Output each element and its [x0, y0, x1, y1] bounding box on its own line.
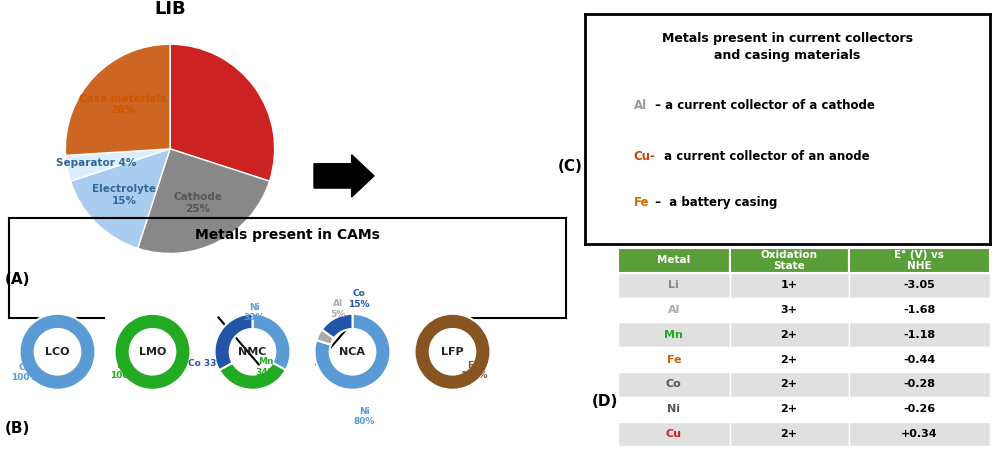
Bar: [730, 322, 849, 347]
Text: 2+: 2+: [781, 330, 798, 340]
Text: Oxidation
State: Oxidation State: [761, 250, 818, 271]
Text: LMO: LMO: [139, 347, 166, 357]
Wedge shape: [114, 314, 190, 390]
Bar: [618, 422, 730, 446]
Text: E° (V) vs
NHE: E° (V) vs NHE: [894, 249, 944, 272]
Text: Fe: Fe: [634, 196, 649, 209]
Bar: [849, 322, 990, 347]
Bar: [849, 372, 990, 397]
Text: Al: Al: [634, 99, 647, 112]
Text: NCA: NCA: [340, 347, 366, 357]
Text: NMC: NMC: [238, 347, 267, 357]
Bar: [730, 422, 849, 446]
Text: Co
15%: Co 15%: [348, 290, 370, 309]
Text: –  a battery casing: – a battery casing: [651, 196, 778, 209]
Text: (A): (A): [5, 272, 30, 287]
Text: Metal: Metal: [657, 255, 690, 266]
Wedge shape: [322, 314, 353, 338]
Text: Cathode
25%: Cathode 25%: [173, 192, 222, 214]
Text: LCO: LCO: [45, 347, 70, 357]
Text: Electrolyte
15%: Electrolyte 15%: [92, 184, 156, 206]
Wedge shape: [415, 314, 490, 390]
Wedge shape: [66, 149, 170, 181]
Text: 2+: 2+: [781, 404, 798, 414]
Wedge shape: [170, 44, 275, 181]
Bar: [730, 298, 849, 322]
Text: Al: Al: [668, 305, 680, 315]
Text: Anode
30%: Anode 30%: [204, 100, 241, 121]
Text: 3+: 3+: [781, 305, 798, 315]
Text: -0.26: -0.26: [903, 404, 935, 414]
Text: Li: Li: [668, 280, 679, 290]
Text: -1.68: -1.68: [903, 305, 935, 315]
Text: -3.05: -3.05: [903, 280, 935, 290]
Text: Metals present in CAMs: Metals present in CAMs: [195, 228, 380, 243]
Text: Separator 4%: Separator 4%: [56, 158, 136, 168]
Wedge shape: [316, 329, 334, 345]
Bar: [730, 347, 849, 372]
Bar: [730, 248, 849, 273]
Bar: [618, 298, 730, 322]
Bar: [849, 273, 990, 298]
Text: 2+: 2+: [781, 354, 798, 365]
Text: Metals present in current collectors
and casing materials: Metals present in current collectors and…: [662, 32, 913, 62]
Text: 2+: 2+: [781, 379, 798, 390]
Text: Co 33%: Co 33%: [188, 359, 225, 368]
Text: +0.34: +0.34: [901, 429, 938, 439]
Text: Mn: Mn: [664, 330, 683, 340]
Text: LFP: LFP: [441, 347, 464, 357]
Text: Fe: Fe: [667, 354, 681, 365]
Bar: [618, 397, 730, 422]
Text: Ni
80%: Ni 80%: [354, 407, 375, 426]
Wedge shape: [138, 149, 270, 253]
Text: Al
5%: Al 5%: [330, 299, 345, 319]
Bar: [618, 273, 730, 298]
Bar: [730, 273, 849, 298]
Bar: [618, 372, 730, 397]
Bar: [618, 322, 730, 347]
Wedge shape: [219, 363, 286, 390]
Wedge shape: [20, 314, 96, 390]
Bar: [730, 397, 849, 422]
Title: LIB: LIB: [154, 0, 186, 18]
Text: (C): (C): [558, 159, 583, 175]
Text: Co
100%: Co 100%: [11, 363, 39, 382]
Wedge shape: [252, 314, 290, 370]
Text: -1.18: -1.18: [903, 330, 935, 340]
Wedge shape: [70, 149, 170, 249]
Text: -0.44: -0.44: [903, 354, 935, 365]
Bar: [849, 397, 990, 422]
Bar: [849, 248, 990, 273]
Text: (B): (B): [5, 421, 30, 436]
Text: Mn
34%: Mn 34%: [255, 357, 277, 377]
Bar: [849, 298, 990, 322]
Wedge shape: [65, 44, 170, 156]
Text: Cu-: Cu-: [634, 150, 655, 163]
Text: Case materials
26%: Case materials 26%: [79, 94, 166, 115]
FancyArrow shape: [314, 155, 374, 197]
Text: Ni
33%: Ni 33%: [244, 303, 265, 322]
Text: 2+: 2+: [781, 429, 798, 439]
Text: Fe
100%: Fe 100%: [460, 361, 487, 381]
Text: -0.28: -0.28: [903, 379, 935, 390]
Text: a current collector of an anode: a current collector of an anode: [660, 150, 870, 163]
Bar: [849, 422, 990, 446]
Bar: [849, 347, 990, 372]
Bar: [730, 372, 849, 397]
Text: Mn
100%: Mn 100%: [110, 361, 138, 381]
Text: Cu: Cu: [666, 429, 682, 439]
Text: Ni: Ni: [667, 404, 680, 414]
Wedge shape: [314, 314, 390, 390]
Text: – a current collector of a cathode: – a current collector of a cathode: [651, 99, 875, 112]
Wedge shape: [215, 314, 253, 370]
Bar: [618, 347, 730, 372]
Text: Co: Co: [666, 379, 682, 390]
Text: 1+: 1+: [781, 280, 798, 290]
Text: (D): (D): [592, 394, 618, 409]
Bar: [618, 248, 730, 273]
